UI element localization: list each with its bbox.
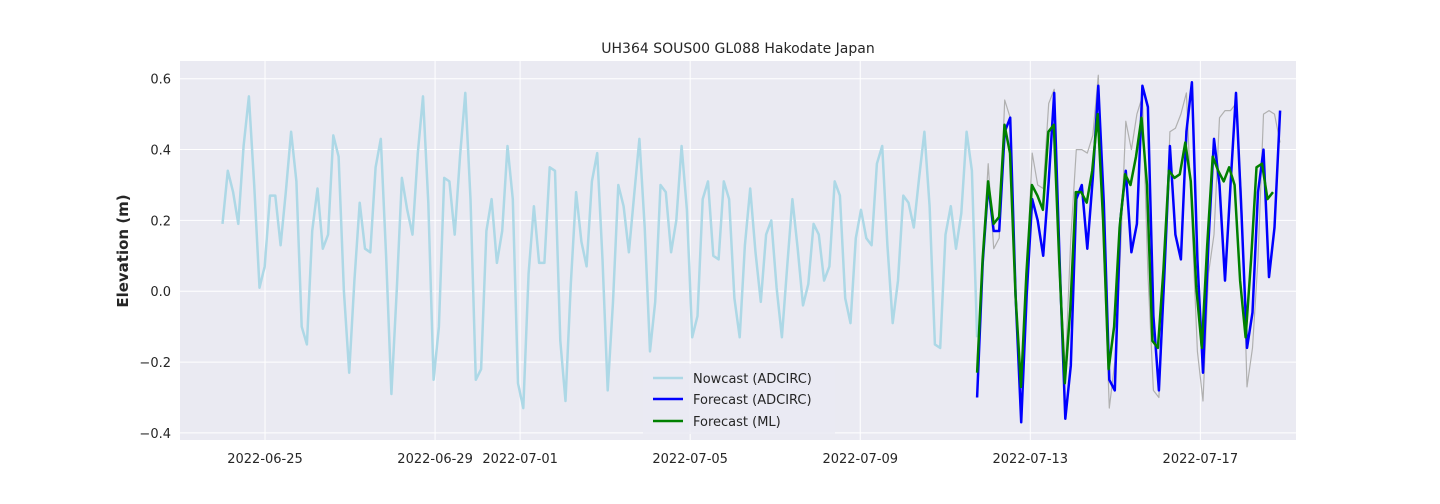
- x-tick-label: 2022-07-01: [482, 452, 558, 467]
- series-line-forecast-adcirc: [975, 81, 1282, 424]
- y-tick-label: 0.4: [150, 144, 171, 159]
- x-axis: 2022-06-25 2022-06-29 2022-07-01 2022-07-05…: [227, 452, 1238, 467]
- chart-title: UH364 SOUS00 GL088 Hakodate Japan: [601, 41, 874, 57]
- x-tick-label: 2022-06-29: [397, 452, 473, 467]
- x-tick-label: 2022-07-13: [993, 452, 1069, 467]
- series-line-nowcast: [221, 91, 979, 410]
- legend: Nowcast (ADCIRC) Forecast (ADCIRC) Forec…: [643, 364, 835, 434]
- legend-label-forecast-adcirc: Forecast (ADCIRC): [693, 393, 812, 408]
- y-tick-label: 0.2: [150, 214, 171, 229]
- y-axis-label: Elevation (m): [114, 194, 132, 307]
- y-tick-label: −0.2: [139, 356, 171, 371]
- series-line-forecast-ml: [975, 112, 1274, 389]
- series-layer: [221, 74, 1282, 424]
- y-axis: −0.4 −0.2 0.0 0.2 0.4 0.6: [139, 73, 171, 442]
- y-tick-label: 0.6: [150, 73, 171, 88]
- x-tick-label: 2022-06-25: [227, 452, 303, 467]
- legend-label-nowcast: Nowcast (ADCIRC): [693, 372, 812, 387]
- grid-lines: [180, 61, 1296, 440]
- y-tick-label: −0.4: [139, 427, 171, 442]
- y-tick-label: 0.0: [150, 285, 171, 300]
- x-tick-label: 2022-07-05: [652, 452, 728, 467]
- x-tick-label: 2022-07-17: [1163, 452, 1239, 467]
- legend-label-forecast-ml: Forecast (ML): [693, 415, 781, 430]
- x-tick-label: 2022-07-09: [822, 452, 898, 467]
